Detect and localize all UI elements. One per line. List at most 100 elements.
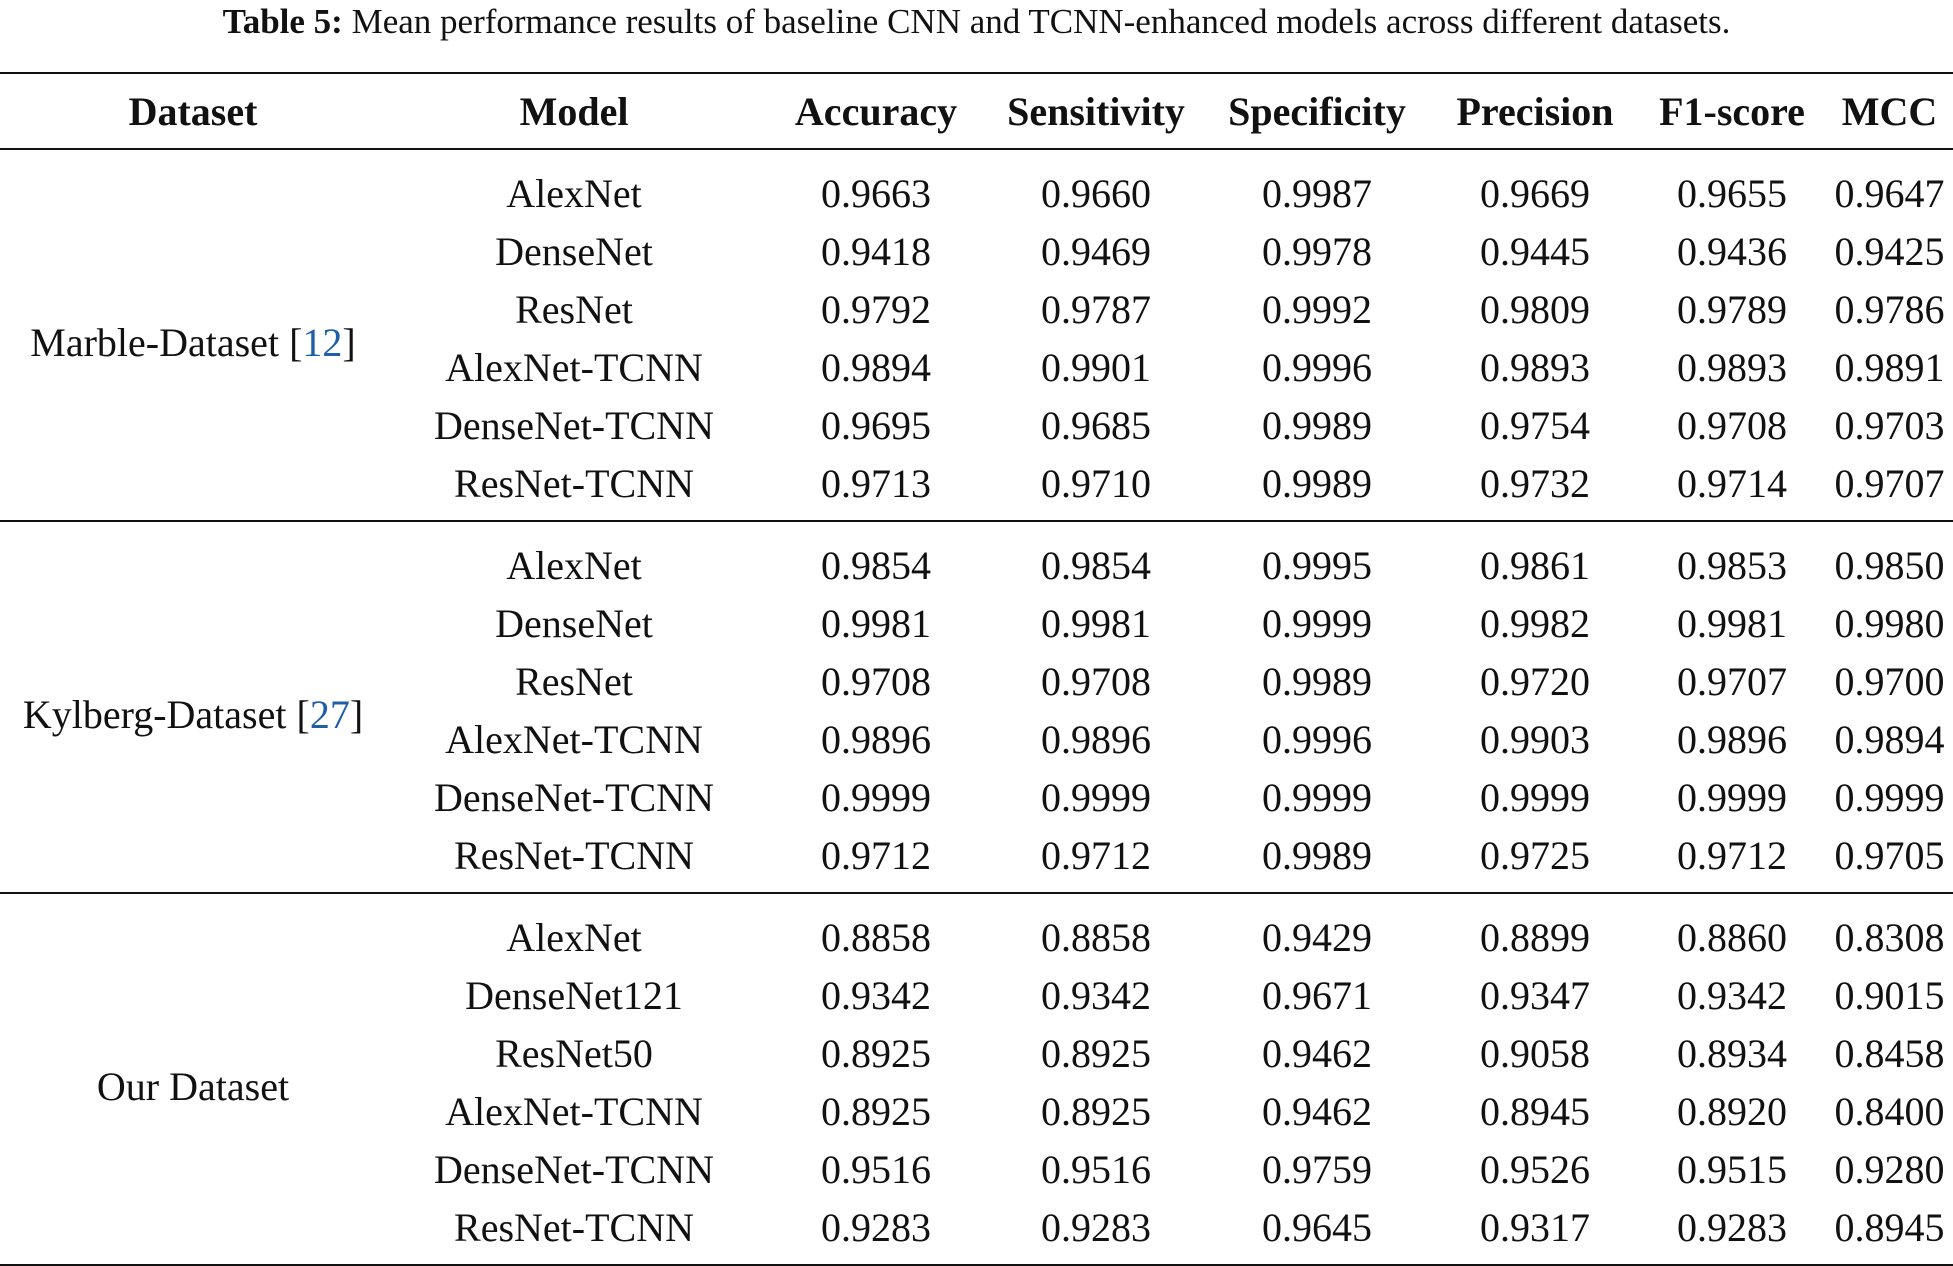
column-header: F1-score bbox=[1659, 88, 1805, 134]
metric-cell: 0.9703 bbox=[1834, 402, 1945, 448]
model-cell: DenseNet-TCNN bbox=[434, 774, 714, 820]
metric-cell: 0.9707 bbox=[1677, 658, 1787, 704]
metric-cell: 0.9999 bbox=[1041, 774, 1151, 820]
metric-cell: 0.8860 bbox=[1677, 914, 1787, 960]
metric-cell: 0.9786 bbox=[1834, 286, 1945, 332]
metric-cell: 0.9759 bbox=[1262, 1146, 1372, 1192]
metric-cell: 0.9989 bbox=[1262, 832, 1372, 878]
metric-cell: 0.9280 bbox=[1834, 1146, 1945, 1192]
model-cell: ResNet-TCNN bbox=[454, 832, 694, 878]
table-row: AlexNet-TCNN 0.9896 0.9896 0.9996 0.9903 0.98… bbox=[0, 710, 1953, 768]
table-row: ResNet-TCNN 0.9713 0.9710 0.9989 0.9732 0.971… bbox=[0, 454, 1953, 521]
column-header: Precision bbox=[1456, 88, 1614, 134]
citation-link[interactable]: 27 bbox=[309, 691, 350, 737]
metric-cell: 0.9980 bbox=[1834, 600, 1945, 646]
metric-cell: 0.9999 bbox=[1677, 774, 1787, 820]
metric-cell: 0.9708 bbox=[821, 658, 931, 704]
citation-link[interactable]: 12 bbox=[302, 319, 343, 365]
table-row: DenseNet-TCNN 0.9516 0.9516 0.9759 0.9526 0.9… bbox=[0, 1140, 1953, 1198]
model-cell: AlexNet-TCNN bbox=[445, 716, 703, 762]
model-cell: AlexNet-TCNN bbox=[445, 344, 703, 390]
table-row: Our Dataset AlexNet 0.8858 0.8858 0.9429 0.88… bbox=[0, 893, 1953, 1109]
metric-cell: 0.9992 bbox=[1262, 286, 1372, 332]
model-cell: AlexNet bbox=[506, 914, 642, 960]
metric-cell: 0.9462 bbox=[1262, 1088, 1372, 1134]
metric-cell: 0.9015 bbox=[1834, 972, 1945, 1018]
table-row: DenseNet-TCNN 0.9999 0.9999 0.9999 0.9999 0.9… bbox=[0, 768, 1953, 826]
column-header: Accuracy bbox=[794, 88, 958, 134]
metric-cell: 0.9515 bbox=[1677, 1146, 1787, 1192]
metric-cell: 0.8934 bbox=[1677, 1030, 1787, 1076]
metric-cell: 0.9982 bbox=[1480, 600, 1590, 646]
metric-cell: 0.9660 bbox=[1041, 170, 1151, 216]
model-cell: AlexNet bbox=[506, 170, 642, 216]
metric-cell: 0.9978 bbox=[1262, 228, 1372, 274]
dataset-cell: Marble-Dataset [12] bbox=[0, 149, 386, 521]
metric-cell: 0.9712 bbox=[821, 832, 931, 878]
metric-cell: 0.9720 bbox=[1480, 658, 1590, 704]
model-cell: DenseNet bbox=[495, 228, 653, 274]
metric-cell: 0.9685 bbox=[1041, 402, 1151, 448]
column-header: Dataset bbox=[128, 88, 258, 134]
metric-cell: 0.8945 bbox=[1834, 1204, 1945, 1250]
dataset-cell: Kylberg-Dataset [27] bbox=[0, 521, 386, 893]
metric-cell: 0.9896 bbox=[821, 716, 931, 762]
metric-cell: 0.9663 bbox=[821, 170, 931, 216]
citation-bracket: ] bbox=[349, 691, 364, 737]
table-row: DenseNet 0.9981 0.9981 0.9999 0.9982 0.9981 0.… bbox=[0, 594, 1953, 652]
metric-cell: 0.9999 bbox=[1262, 774, 1372, 820]
metric-cell: 0.9469 bbox=[1041, 228, 1151, 274]
metric-cell: 0.9695 bbox=[821, 402, 931, 448]
metric-cell: 0.9989 bbox=[1262, 460, 1372, 506]
dataset-group: Our Dataset AlexNet 0.8858 0.8858 0.9429 0.88… bbox=[0, 893, 1953, 1265]
metric-cell: 0.9754 bbox=[1480, 402, 1590, 448]
metric-cell: 0.9058 bbox=[1480, 1030, 1590, 1076]
metric-cell: 0.8925 bbox=[1041, 1088, 1151, 1134]
table-row: DenseNet121 0.9342 0.9342 0.9671 0.9347 0.934… bbox=[0, 966, 1953, 1024]
metric-cell: 0.9981 bbox=[821, 600, 931, 646]
metric-cell: 0.9714 bbox=[1677, 460, 1787, 506]
table-row: ResNet-TCNN 0.9283 0.9283 0.9645 0.9317 0.928… bbox=[0, 1198, 1953, 1265]
metric-cell: 0.9981 bbox=[1041, 600, 1151, 646]
table-caption-label: Table 5: bbox=[222, 2, 343, 41]
metric-cell: 0.9347 bbox=[1480, 972, 1590, 1018]
metric-cell: 0.8925 bbox=[821, 1088, 931, 1134]
metric-cell: 0.9705 bbox=[1834, 832, 1945, 878]
metric-cell: 0.9809 bbox=[1480, 286, 1590, 332]
model-cell: ResNet-TCNN bbox=[454, 460, 694, 506]
header-row: Dataset Model Accuracy Sensitivity Speci… bbox=[0, 73, 1953, 149]
results-table: Dataset Model Accuracy Sensitivity Speci… bbox=[0, 72, 1953, 1266]
metric-cell: 0.9712 bbox=[1041, 832, 1151, 878]
metric-cell: 0.9712 bbox=[1677, 832, 1787, 878]
dataset-name: Kylberg-Dataset bbox=[22, 691, 287, 737]
table-row: AlexNet-TCNN 0.8925 0.8925 0.9462 0.8945 0.89… bbox=[0, 1082, 1953, 1140]
dataset-name: Marble-Dataset bbox=[30, 319, 280, 365]
column-header: Sensitivity bbox=[1007, 88, 1185, 134]
metric-cell: 0.9669 bbox=[1480, 170, 1590, 216]
table-caption-text: Mean performance results of baseline CNN… bbox=[351, 2, 1731, 41]
metric-cell: 0.9999 bbox=[1834, 774, 1945, 820]
metric-cell: 0.9700 bbox=[1834, 658, 1945, 704]
metric-cell: 0.9999 bbox=[1262, 600, 1372, 646]
metric-cell: 0.9429 bbox=[1262, 914, 1372, 960]
model-cell: DenseNet bbox=[495, 600, 653, 646]
table-row: DenseNet-TCNN 0.9695 0.9685 0.9989 0.9754 0.9… bbox=[0, 396, 1953, 454]
column-header: MCC bbox=[1841, 88, 1938, 134]
metric-cell: 0.9861 bbox=[1480, 542, 1590, 588]
model-cell: AlexNet-TCNN bbox=[445, 1088, 703, 1134]
metric-cell: 0.9713 bbox=[821, 460, 931, 506]
model-cell: ResNet50 bbox=[495, 1030, 653, 1076]
metric-cell: 0.9792 bbox=[821, 286, 931, 332]
metric-cell: 0.9708 bbox=[1041, 658, 1151, 704]
metric-cell: 0.9996 bbox=[1262, 344, 1372, 390]
metric-cell: 0.9516 bbox=[1041, 1146, 1151, 1192]
metric-cell: 0.9987 bbox=[1262, 170, 1372, 216]
metric-cell: 0.9655 bbox=[1677, 170, 1787, 216]
metric-cell: 0.9317 bbox=[1480, 1204, 1590, 1250]
model-cell: ResNet bbox=[515, 658, 633, 704]
metric-cell: 0.9516 bbox=[821, 1146, 931, 1192]
metric-cell: 0.9893 bbox=[1480, 344, 1590, 390]
metric-cell: 0.9995 bbox=[1262, 542, 1372, 588]
metric-cell: 0.8945 bbox=[1480, 1088, 1590, 1134]
table-caption: Table 5: Mean performance results of bas… bbox=[0, 0, 1953, 48]
